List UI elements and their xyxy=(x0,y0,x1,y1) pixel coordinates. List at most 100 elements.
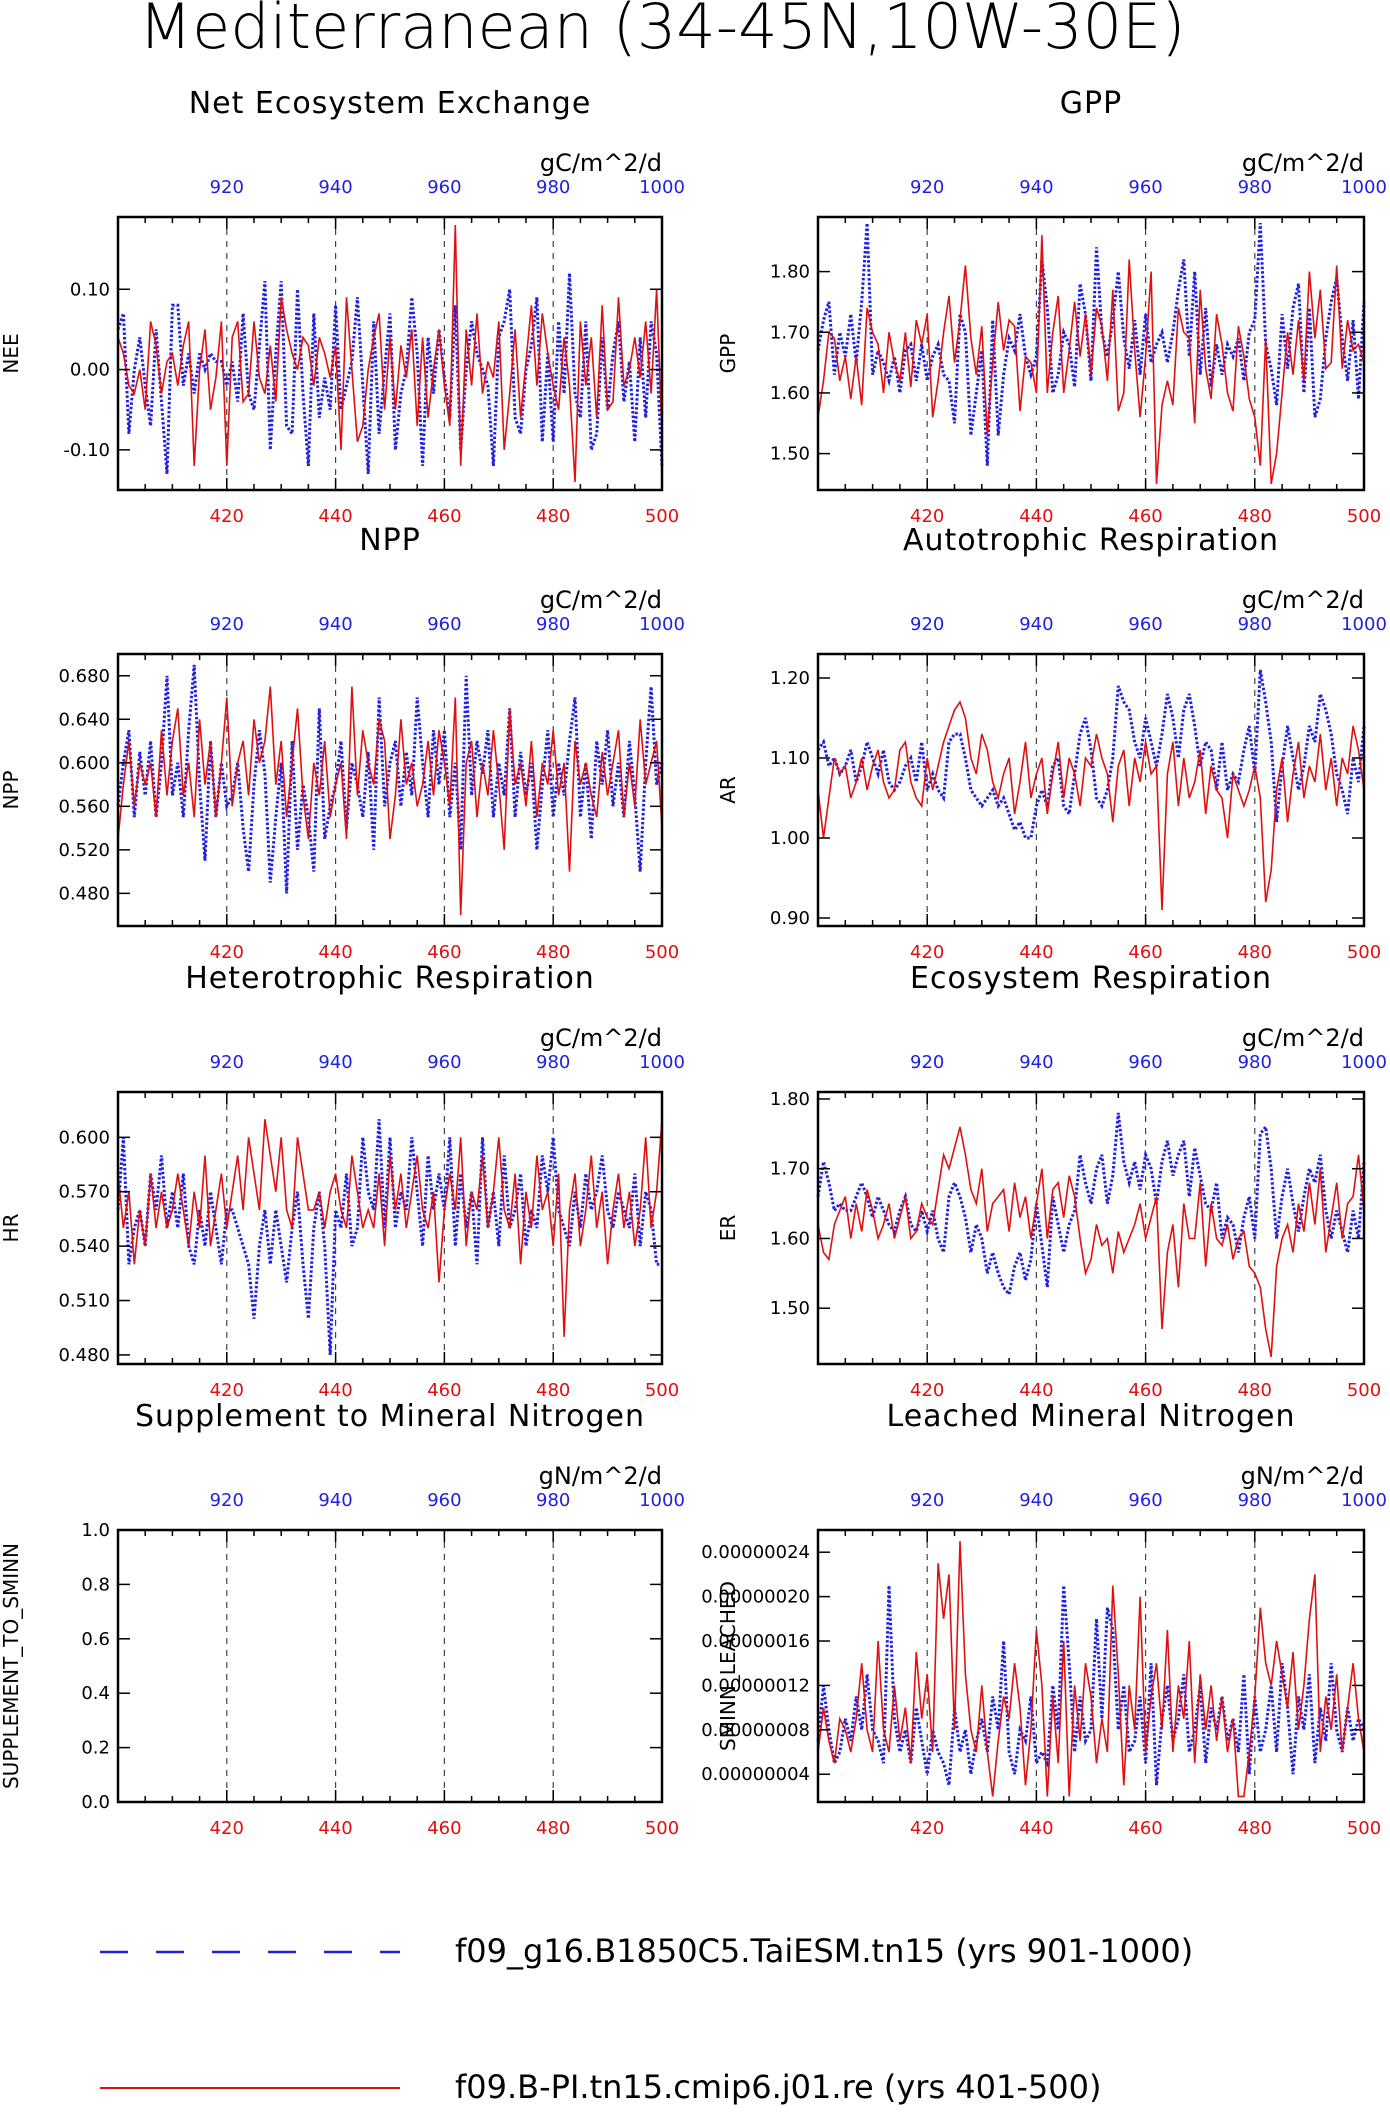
x-tick-label-top: 980 xyxy=(536,1490,570,1511)
y-tick-label: 0.480 xyxy=(58,883,110,904)
units-label: gN/m^2/d xyxy=(1241,1462,1364,1490)
chart-panel-7: Supplement to Mineral Nitrogen gN/m^2/d 42… xyxy=(0,1399,685,1839)
x-tick-label-bottom: 500 xyxy=(1347,1818,1381,1839)
x-tick-label-top: 920 xyxy=(910,177,944,198)
x-tick-label-bottom: 440 xyxy=(318,942,352,963)
x-tick-label-top: 960 xyxy=(1128,1052,1162,1073)
series-line-red xyxy=(817,700,1365,911)
x-tick-label-bottom: 480 xyxy=(1238,942,1272,963)
x-tick-label-top: 960 xyxy=(427,614,461,635)
x-tick-label-bottom: 500 xyxy=(645,1380,679,1401)
panel-title: Net Ecosystem Exchange xyxy=(189,86,592,121)
x-tick-label-bottom: 460 xyxy=(1128,942,1162,963)
page-title: Mediterranean (34-45N,10W-30E) xyxy=(139,0,1186,63)
y-tick-label: -0.10 xyxy=(63,440,110,461)
x-tick-label-bottom: 480 xyxy=(1238,1818,1272,1839)
y-axis-label: GPP xyxy=(716,334,740,374)
x-tick-label-bottom: 440 xyxy=(1019,942,1053,963)
y-tick-label: 0.570 xyxy=(58,1182,110,1203)
panel-title: Leached Mineral Nitrogen xyxy=(887,1399,1296,1434)
y-tick-label: 1.70 xyxy=(770,322,810,343)
series-line-blue xyxy=(816,1585,1366,1786)
x-tick-label-bottom: 460 xyxy=(1128,506,1162,527)
y-tick-label: 0.4 xyxy=(81,1683,110,1704)
x-tick-label-top: 960 xyxy=(1128,177,1162,198)
x-tick-label-top: 920 xyxy=(910,614,944,635)
x-tick-label-bottom: 480 xyxy=(536,506,570,527)
panel-title: Heterotrophic Respiration xyxy=(185,961,595,996)
plot-frame xyxy=(816,215,1366,492)
y-tick-label: 0.2 xyxy=(81,1738,110,1759)
series-line-red xyxy=(817,1126,1365,1358)
x-tick-label-top: 960 xyxy=(427,1052,461,1073)
series-line-blue xyxy=(816,1112,1366,1298)
y-tick-label: 1.00 xyxy=(770,828,810,849)
series-line-red xyxy=(117,1119,663,1337)
x-tick-label-top: 1000 xyxy=(1341,614,1387,635)
x-tick-label-bottom: 420 xyxy=(910,1380,944,1401)
series-line-red xyxy=(817,1541,1365,1798)
panel-title: Autotrophic Respiration xyxy=(903,523,1279,558)
panel-title: GPP xyxy=(1060,86,1122,121)
y-tick-label: 0.10 xyxy=(70,279,110,300)
y-tick-label: 0.560 xyxy=(58,796,110,817)
chart-panel-5: Heterotrophic Respiration gC/m^2/d 420 440 4… xyxy=(0,961,685,1401)
x-tick-label-top: 1000 xyxy=(639,177,685,198)
panel-title: Supplement to Mineral Nitrogen xyxy=(135,1399,645,1434)
x-tick-label-top: 940 xyxy=(1019,614,1053,635)
plot-frame xyxy=(816,1090,1366,1366)
units-label: gC/m^2/d xyxy=(1242,586,1364,614)
x-tick-label-top: 940 xyxy=(1019,1052,1053,1073)
x-tick-label-bottom: 480 xyxy=(536,942,570,963)
units-label: gC/m^2/d xyxy=(1242,149,1364,177)
x-tick-label-bottom: 440 xyxy=(1019,506,1053,527)
chart-panel-4: Autotrophic Respiration gC/m^2/d 420 440 460… xyxy=(716,523,1387,963)
x-tick-label-bottom: 460 xyxy=(427,1380,461,1401)
y-tick-label: 0.540 xyxy=(58,1236,110,1257)
x-tick-label-bottom: 420 xyxy=(210,942,244,963)
x-tick-label-bottom: 480 xyxy=(536,1818,570,1839)
x-tick-label-bottom: 460 xyxy=(427,506,461,527)
x-tick-label-bottom: 420 xyxy=(210,1818,244,1839)
plot-frame xyxy=(816,652,1366,928)
series-line-blue xyxy=(816,222,1366,466)
y-tick-label: 0.00000008 xyxy=(701,1720,810,1741)
y-tick-label: 1.80 xyxy=(770,262,810,283)
x-tick-label-bottom: 420 xyxy=(910,942,944,963)
x-tick-label-top: 960 xyxy=(1128,614,1162,635)
y-axis-label: SMINN_LEACHED xyxy=(716,1581,740,1751)
y-tick-label: 0.00000016 xyxy=(701,1631,810,1652)
series-line-blue xyxy=(116,273,664,475)
plot-frame xyxy=(816,1528,1366,1804)
x-tick-label-top: 920 xyxy=(210,614,244,635)
x-tick-label-bottom: 440 xyxy=(318,1818,352,1839)
x-tick-label-bottom: 480 xyxy=(1238,1380,1272,1401)
y-tick-label: 1.70 xyxy=(770,1159,810,1180)
x-tick-label-top: 980 xyxy=(536,177,570,198)
chart-panel-2: GPP gC/m^2/d 420 440 460 480 500 920 940 960 980 10… xyxy=(716,86,1387,527)
x-tick-label-top: 980 xyxy=(1238,1490,1272,1511)
series-line-red xyxy=(117,686,663,916)
y-tick-label: 0.00000012 xyxy=(701,1675,810,1696)
x-tick-label-top: 980 xyxy=(1238,177,1272,198)
chart-panel-3: NPP gC/m^2/d 420 440 460 480 500 920 940 960 980 10… xyxy=(0,523,685,963)
x-tick-label-bottom: 420 xyxy=(910,506,944,527)
y-tick-label: 1.10 xyxy=(770,748,810,769)
y-tick-label: 0.00000020 xyxy=(701,1587,810,1608)
y-tick-label: 0.600 xyxy=(58,1127,110,1148)
x-tick-label-top: 920 xyxy=(210,177,244,198)
x-tick-label-top: 960 xyxy=(1128,1490,1162,1511)
y-tick-label: 0.00000004 xyxy=(701,1764,810,1785)
x-tick-label-bottom: 420 xyxy=(210,1380,244,1401)
panel-title: Ecosystem Respiration xyxy=(910,961,1272,996)
units-label: gC/m^2/d xyxy=(540,149,662,177)
x-tick-label-top: 940 xyxy=(318,1052,352,1073)
series-line-blue xyxy=(116,664,664,894)
x-tick-label-bottom: 420 xyxy=(910,1818,944,1839)
x-tick-label-top: 1000 xyxy=(639,614,685,635)
y-tick-label: 0.0 xyxy=(81,1792,110,1813)
units-label: gC/m^2/d xyxy=(1242,1024,1364,1052)
y-axis-label: NEE xyxy=(0,333,23,373)
